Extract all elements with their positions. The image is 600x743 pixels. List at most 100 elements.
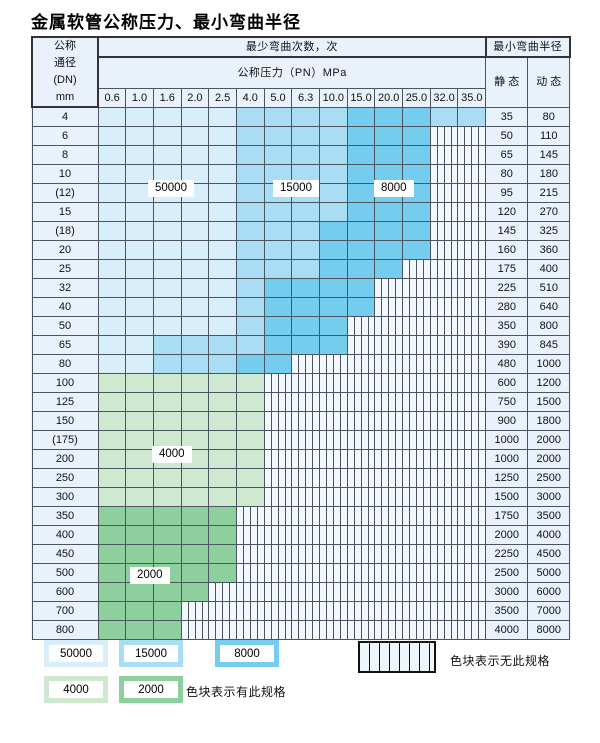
pressure-cell	[235, 183, 265, 203]
pressure-cell	[319, 468, 348, 488]
pressure-cell	[402, 392, 431, 412]
pressure-cell	[429, 202, 459, 222]
pressure-cell	[152, 430, 182, 450]
pressure-cell	[235, 145, 265, 165]
static-radius-cell: 1000	[485, 449, 529, 469]
pressure-cell	[180, 145, 210, 165]
pressure-cell	[402, 544, 431, 564]
pressure-cell	[346, 563, 376, 583]
pressure-cell	[346, 373, 376, 393]
pressure-cell	[235, 335, 265, 355]
static-radius-cell: 2000	[485, 525, 529, 545]
pressure-cell	[457, 487, 487, 507]
pressure-cell	[208, 430, 237, 450]
pressure-cell	[402, 106, 431, 127]
pressure-cell	[97, 316, 127, 336]
pressure-column-header-10.0: 10.0	[319, 87, 348, 108]
pressure-cell	[374, 202, 404, 222]
dn-cell: 40	[31, 297, 99, 317]
pressure-cell	[402, 506, 431, 526]
pressure-cell	[429, 373, 459, 393]
pressure-cell	[457, 373, 487, 393]
static-radius-cell: 750	[485, 392, 529, 412]
pressure-cell	[457, 582, 487, 602]
pressure-cell	[457, 106, 487, 127]
pressure-cell	[457, 259, 487, 279]
pressure-cell	[180, 316, 210, 336]
pressure-cell	[208, 392, 237, 412]
pressure-cell	[374, 373, 404, 393]
pressure-cell	[402, 525, 431, 545]
pressure-cell	[319, 240, 348, 260]
pressure-cell	[208, 468, 237, 488]
pressure-cell	[429, 506, 459, 526]
pressure-cell	[97, 259, 127, 279]
pressure-cell	[319, 126, 348, 146]
table-row: (175) 1000 2000	[31, 430, 571, 450]
header-row-pressure-values: 0.6 1.0 1.6 2.0 2.5 4.0 5.0 6.3 10.0 15.0 20.0 25.0…	[32, 87, 570, 108]
table-body: 4 35 80 6 50 110 8 65 145 10 80 180 (12) 95 215 15 120 27…	[31, 106, 571, 640]
pressure-cell	[457, 506, 487, 526]
dynamic-radius-cell: 1000	[527, 354, 571, 374]
pressure-cell	[97, 373, 127, 393]
dynamic-radius-cell: 325	[527, 221, 571, 241]
pressure-cell	[152, 106, 182, 127]
pressure-cell	[235, 202, 265, 222]
pressure-cell	[97, 221, 127, 241]
pressure-cell	[319, 620, 348, 640]
pressure-cell	[346, 430, 376, 450]
pressure-cell	[429, 411, 459, 431]
table-row: 80 480 1000	[31, 354, 571, 374]
pressure-cell	[125, 544, 154, 564]
pressure-cell	[319, 392, 348, 412]
pressure-cell	[429, 297, 459, 317]
pressure-cell	[319, 430, 348, 450]
pressure-cell	[402, 468, 431, 488]
pressure-cell	[374, 430, 404, 450]
pressure-cell	[263, 126, 293, 146]
pressure-cell	[152, 259, 182, 279]
pressure-column-header-15.0: 15.0	[346, 87, 376, 108]
pressure-cell	[208, 601, 237, 621]
pressure-cell	[374, 126, 404, 146]
pressure-cell	[429, 430, 459, 450]
pressure-cell	[291, 202, 320, 222]
pressure-cell	[319, 487, 348, 507]
pressure-cell	[402, 449, 431, 469]
pressure-cell	[346, 202, 376, 222]
pressure-cell	[402, 145, 431, 165]
dn-cell: 32	[31, 278, 99, 298]
pressure-cell	[402, 202, 431, 222]
pressure-cell	[97, 468, 127, 488]
table-row: 150 900 1800	[31, 411, 571, 431]
table-row: 40 280 640	[31, 297, 571, 317]
pressure-cell	[208, 202, 237, 222]
pressure-cell	[263, 620, 293, 640]
pressure-cell	[125, 126, 154, 146]
pressure-cell	[402, 259, 431, 279]
pressure-cell	[263, 335, 293, 355]
header-dn-line-3: mm	[55, 91, 75, 103]
pressure-cell	[429, 525, 459, 545]
pressure-cell	[374, 106, 404, 127]
pressure-column-header-35.0: 35.0	[457, 87, 487, 108]
pressure-cell	[180, 106, 210, 127]
pressure-cell	[429, 468, 459, 488]
pressure-cell	[457, 278, 487, 298]
pressure-cell	[152, 487, 182, 507]
pressure-cell	[125, 506, 154, 526]
pressure-cell	[457, 411, 487, 431]
static-radius-cell: 600	[485, 373, 529, 393]
value-callout-4000: 4000	[152, 446, 192, 463]
pressure-cell	[263, 449, 293, 469]
pressure-cell	[180, 335, 210, 355]
pressure-cell	[346, 525, 376, 545]
pressure-cell	[235, 392, 265, 412]
pressure-cell	[429, 278, 459, 298]
pressure-cell	[346, 506, 376, 526]
pressure-cell	[291, 259, 320, 279]
pressure-cell	[457, 202, 487, 222]
pressure-column-header-20.0: 20.0	[374, 87, 404, 108]
dynamic-radius-cell: 5000	[527, 563, 571, 583]
pressure-cell	[152, 335, 182, 355]
